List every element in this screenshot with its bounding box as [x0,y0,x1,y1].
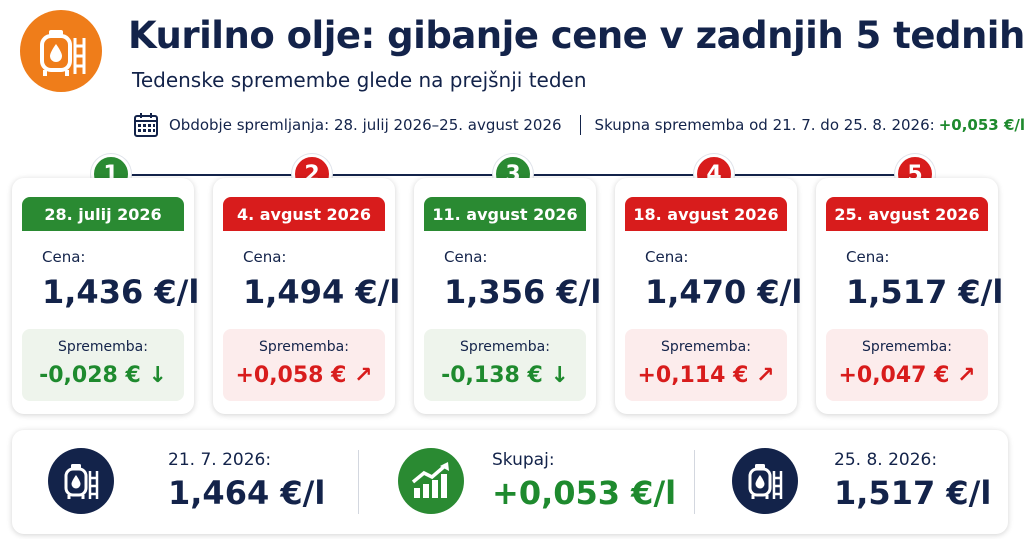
page-subtitle: Tedenske spremembe glede na prejšnji ted… [132,68,587,92]
week-card: 11. avgust 2026 Cena: 1,356 €/l Sprememb… [414,178,601,414]
change-box: Sprememba: +0,047 € ↗ [826,329,988,401]
change-label: Sprememba: [661,339,751,355]
period-label: Obdobje spremljanja: 28. julij 2026–25. … [169,116,562,134]
week-card: 25. avgust 2026 Cena: 1,517 €/l Sprememb… [816,178,1003,414]
end-date-label: 25. 8. 2026: [834,450,938,470]
week-date: 18. avgust 2026 [625,197,787,231]
end-price-value: 1,517 €/l [834,474,992,512]
page-title: Kurilno olje: gibanje cene v zadnjih 5 t… [128,14,1024,57]
fuel-tank-icon [40,30,86,76]
fuel-tank-icon [748,464,783,499]
price-value: 1,470 €/l [645,273,803,311]
calendar-icon [134,113,158,137]
change-box: Sprememba: +0,114 € ↗ [625,329,787,401]
total-icon [398,448,464,514]
divider [579,115,581,135]
start-price-value: 1,464 €/l [168,474,326,512]
price-value: 1,356 €/l [444,273,602,311]
total-value: +0,053 €/l [492,474,677,512]
price-label: Cena: [645,248,689,266]
change-label: Sprememba: [58,339,148,355]
divider [358,450,359,514]
change-value: +0,047 € ↗ [838,363,976,388]
change-value: -0,028 € ↓ [39,363,167,388]
period-info: Obdobje spremljanja: 28. julij 2026–25. … [133,112,1024,138]
total-label: Skupaj: [492,450,555,470]
week-card: 4. avgust 2026 Cena: 1,494 €/l Sprememba… [213,178,400,414]
week-card: 18. avgust 2026 Cena: 1,470 €/l Sprememb… [615,178,802,414]
week-date: 11. avgust 2026 [424,197,586,231]
change-value: -0,138 € ↓ [441,363,569,388]
price-label: Cena: [42,248,86,266]
change-label: Sprememba: [460,339,550,355]
price-label: Cena: [243,248,287,266]
start-icon [48,448,114,514]
change-label: Sprememba: [862,339,952,355]
total-change-label: Skupna sprememba od 21. 7. do 25. 8. 202… [594,116,935,134]
change-label: Sprememba: [259,339,349,355]
price-label: Cena: [846,248,890,266]
end-icon [732,448,798,514]
trend-up-chart-icon [411,462,449,498]
price-value: 1,517 €/l [846,273,1004,311]
change-value: +0,058 € ↗ [235,363,373,388]
week-card: 28. julij 2026 Cena: 1,436 €/l Sprememba… [12,178,199,414]
week-date: 4. avgust 2026 [223,197,385,231]
change-value: +0,114 € ↗ [637,363,775,388]
change-box: Sprememba: -0,138 € ↓ [424,329,586,401]
week-date: 28. julij 2026 [22,197,184,231]
price-value: 1,436 €/l [42,273,200,311]
logo [20,10,102,92]
price-label: Cena: [444,248,488,266]
summary-panel: 21. 7. 2026: 1,464 €/l Skupaj: +0,053 €/… [12,430,1008,534]
change-box: Sprememba: -0,028 € ↓ [22,329,184,401]
change-box: Sprememba: +0,058 € ↗ [223,329,385,401]
price-value: 1,494 €/l [243,273,401,311]
week-date: 25. avgust 2026 [826,197,988,231]
divider [694,450,695,514]
fuel-tank-icon [64,464,99,499]
start-date-label: 21. 7. 2026: [168,450,272,470]
total-change-value: +0,053 €/l [938,116,1024,134]
